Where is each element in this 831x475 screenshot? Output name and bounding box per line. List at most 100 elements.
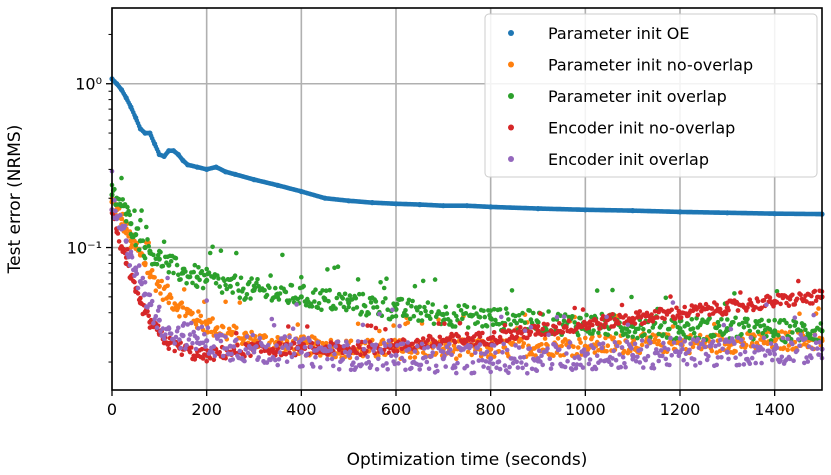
data-point [252, 285, 258, 291]
data-point [248, 296, 253, 301]
data-point [379, 350, 385, 356]
data-point [127, 212, 133, 218]
data-point [571, 344, 576, 350]
data-point [611, 335, 616, 341]
data-point [528, 324, 534, 330]
data-point [428, 316, 433, 322]
data-point [145, 237, 150, 242]
data-point [123, 230, 129, 236]
data-point [204, 266, 209, 272]
data-point [792, 302, 798, 307]
legend-marker [508, 61, 514, 68]
data-point [141, 292, 147, 298]
data-point [573, 366, 579, 371]
data-point [785, 347, 790, 353]
data-point [597, 326, 602, 331]
data-point [191, 329, 196, 335]
data-point [173, 255, 179, 261]
data-point [535, 323, 541, 329]
data-point [118, 212, 123, 218]
data-point [183, 269, 188, 274]
data-point [238, 336, 244, 341]
data-point [443, 364, 449, 369]
data-point [373, 299, 379, 304]
data-point [522, 328, 528, 334]
data-point [174, 262, 180, 268]
data-point [503, 306, 509, 312]
data-point [561, 318, 567, 324]
data-point [731, 320, 736, 325]
data-point [682, 304, 687, 310]
data-point [739, 332, 744, 337]
data-point [377, 328, 382, 334]
data-point [803, 327, 808, 333]
data-point [449, 352, 454, 358]
data-point [549, 362, 555, 367]
data-point [629, 346, 634, 351]
data-point [294, 302, 299, 307]
data-point [721, 322, 727, 328]
data-point [547, 356, 553, 362]
data-point [223, 334, 228, 340]
data-point [606, 359, 612, 365]
data-point [486, 336, 491, 342]
data-point [234, 337, 239, 343]
data-point [359, 339, 365, 345]
data-point [738, 290, 743, 295]
data-point [508, 322, 514, 327]
data-point [403, 367, 408, 373]
data-point [797, 343, 802, 349]
data-point [473, 350, 478, 356]
data-point [241, 286, 246, 292]
data-point [781, 345, 787, 351]
data-point [362, 303, 368, 309]
data-point [422, 346, 427, 351]
data-point [360, 322, 366, 328]
data-point [181, 321, 187, 326]
data-point [271, 323, 277, 328]
data-point [465, 325, 471, 330]
data-point [452, 339, 458, 345]
data-point [499, 314, 504, 320]
data-point [510, 360, 516, 366]
data-point [273, 285, 278, 291]
data-point [630, 334, 635, 340]
data-point [689, 317, 695, 322]
data-point [287, 298, 292, 303]
data-point [768, 341, 774, 346]
data-point [774, 300, 780, 305]
data-point [371, 305, 376, 310]
data-point [179, 300, 185, 306]
data-point [235, 342, 240, 348]
data-point [386, 338, 392, 344]
data-point [177, 337, 182, 342]
data-point [325, 356, 330, 362]
data-point [648, 340, 653, 346]
data-point [683, 335, 689, 340]
data-point [205, 325, 211, 331]
data-point [218, 338, 224, 344]
legend-label: Parameter init no-overlap [548, 56, 753, 75]
data-point [707, 312, 712, 318]
data-point [412, 349, 418, 354]
data-point [412, 283, 418, 289]
data-point [806, 344, 812, 349]
data-point [815, 346, 820, 351]
data-point [140, 275, 146, 281]
data-point [488, 352, 494, 358]
data-point [673, 320, 678, 326]
data-point [587, 357, 593, 362]
data-point [254, 344, 259, 349]
data-point [409, 365, 414, 371]
data-point [179, 332, 185, 338]
data-point [360, 291, 366, 297]
data-point [190, 310, 195, 316]
data-point [478, 351, 484, 356]
data-point [594, 288, 600, 293]
data-point [315, 340, 321, 345]
data-point [277, 341, 283, 346]
data-point [465, 349, 471, 355]
data-point [190, 340, 195, 346]
data-point [263, 334, 269, 340]
data-point [327, 343, 333, 349]
